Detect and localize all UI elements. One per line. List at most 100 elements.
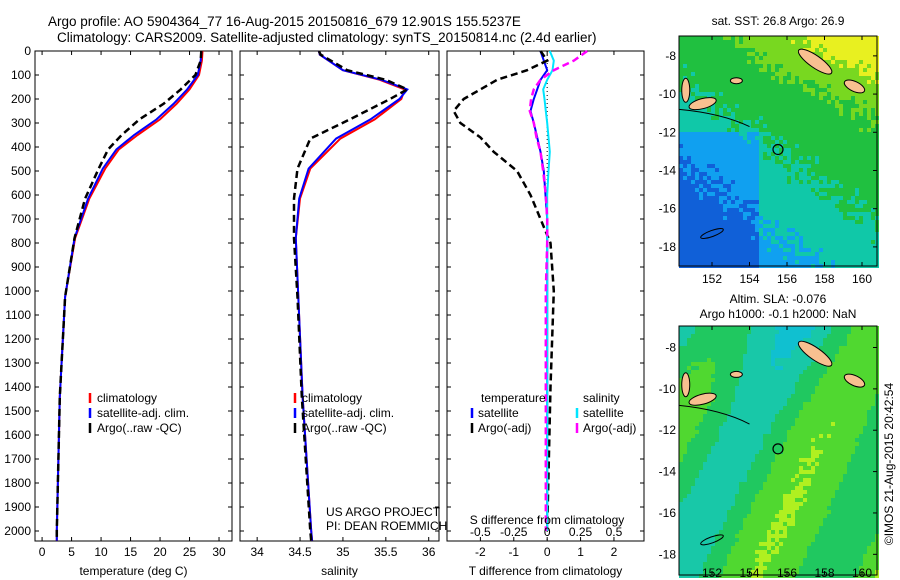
- map-pixel: [739, 96, 743, 100]
- map-pixel: [803, 366, 807, 370]
- map-pixel: [683, 438, 687, 442]
- map-pixel: [707, 362, 711, 366]
- map-pixel: [683, 184, 687, 188]
- map-pixel: [795, 84, 799, 88]
- map-pixel: [719, 92, 723, 96]
- map-pixel: [819, 256, 823, 260]
- map-pixel: [763, 80, 767, 84]
- map-pixel: [847, 410, 851, 414]
- map-pixel: [747, 248, 751, 252]
- map-pixel: [707, 244, 711, 248]
- map-pixel: [739, 132, 743, 136]
- map-pixel: [703, 378, 707, 382]
- map-pixel: [739, 68, 743, 72]
- map-pixel: [795, 100, 799, 104]
- map-pixel: [795, 204, 799, 208]
- map-pixel: [679, 248, 683, 252]
- map-pixel: [727, 350, 731, 354]
- map-pixel: [847, 192, 851, 196]
- map-pixel: [835, 236, 839, 240]
- map-pixel: [759, 330, 763, 334]
- map-pixel: [763, 394, 767, 398]
- map-pixel: [783, 144, 787, 148]
- map-pixel: [755, 446, 759, 450]
- map-pixel: [723, 212, 727, 216]
- map-pixel: [795, 124, 799, 128]
- map-pixel: [791, 354, 795, 358]
- map-pixel: [867, 430, 871, 434]
- map-pixel: [847, 104, 851, 108]
- map-pixel: [743, 212, 747, 216]
- map-pixel: [871, 104, 875, 108]
- map-pixel: [763, 422, 767, 426]
- map-pixel: [683, 458, 687, 462]
- map-pixel: [771, 362, 775, 366]
- map-pixel: [871, 188, 875, 192]
- map-pixel: [723, 434, 727, 438]
- map-pixel: [807, 144, 811, 148]
- map-pixel: [871, 338, 875, 342]
- map-pixel: [867, 216, 871, 220]
- map-pixel: [767, 260, 771, 264]
- map-pixel: [735, 426, 739, 430]
- map-pixel: [691, 204, 695, 208]
- map-pixel: [727, 418, 731, 422]
- map-pixel: [679, 164, 683, 168]
- map-pixel: [687, 164, 691, 168]
- map-pixel: [759, 430, 763, 434]
- map-pixel: [723, 406, 727, 410]
- map-pixel: [683, 172, 687, 176]
- map-pixel: [699, 338, 703, 342]
- map-pixel: [687, 366, 691, 370]
- map-pixel: [871, 462, 875, 466]
- map-pixel: [699, 252, 703, 256]
- map-pixel: [699, 184, 703, 188]
- map-pixel: [863, 350, 867, 354]
- map-pixel: [743, 100, 747, 104]
- map-pixel: [723, 88, 727, 92]
- map-pixel: [763, 378, 767, 382]
- depth-tick-label: 600: [11, 188, 31, 202]
- map-pixel: [763, 128, 767, 132]
- map-pixel: [827, 108, 831, 112]
- map-pixel: [743, 68, 747, 72]
- map-pixel: [811, 120, 815, 124]
- map-pixel: [715, 196, 719, 200]
- map-pixel: [703, 68, 707, 72]
- map-pixel: [795, 338, 799, 342]
- map-pixel: [691, 334, 695, 338]
- map-pixel: [851, 220, 855, 224]
- map-pixel: [847, 136, 851, 140]
- map-pixel: [839, 350, 843, 354]
- map-pixel: [779, 438, 783, 442]
- map-pixel: [779, 68, 783, 72]
- map-pixel: [847, 56, 851, 60]
- map-pixel: [715, 172, 719, 176]
- map-pixel: [771, 228, 775, 232]
- map-pixel: [807, 248, 811, 252]
- map-pixel: [715, 92, 719, 96]
- map-pixel: [703, 426, 707, 430]
- map-pixel: [751, 458, 755, 462]
- map-pixel: [843, 112, 847, 116]
- map-pixel: [719, 446, 723, 450]
- map-pixel: [791, 406, 795, 410]
- map-pixel: [867, 36, 871, 40]
- map-pixel: [843, 422, 847, 426]
- map-pixel: [775, 422, 779, 426]
- map-pixel: [751, 442, 755, 446]
- map-pixel: [843, 398, 847, 402]
- map-pixel: [839, 442, 843, 446]
- map-pixel: [811, 232, 815, 236]
- map-pixel: [791, 450, 795, 454]
- map-pixel: [691, 96, 695, 100]
- map-pixel: [755, 112, 759, 116]
- map-pixel: [839, 228, 843, 232]
- map-pixel: [683, 120, 687, 124]
- map-pixel: [719, 358, 723, 362]
- map-pixel: [703, 76, 707, 80]
- map-pixel: [791, 160, 795, 164]
- map-pixel: [811, 422, 815, 426]
- map-pixel: [827, 378, 831, 382]
- map-pixel: [743, 350, 747, 354]
